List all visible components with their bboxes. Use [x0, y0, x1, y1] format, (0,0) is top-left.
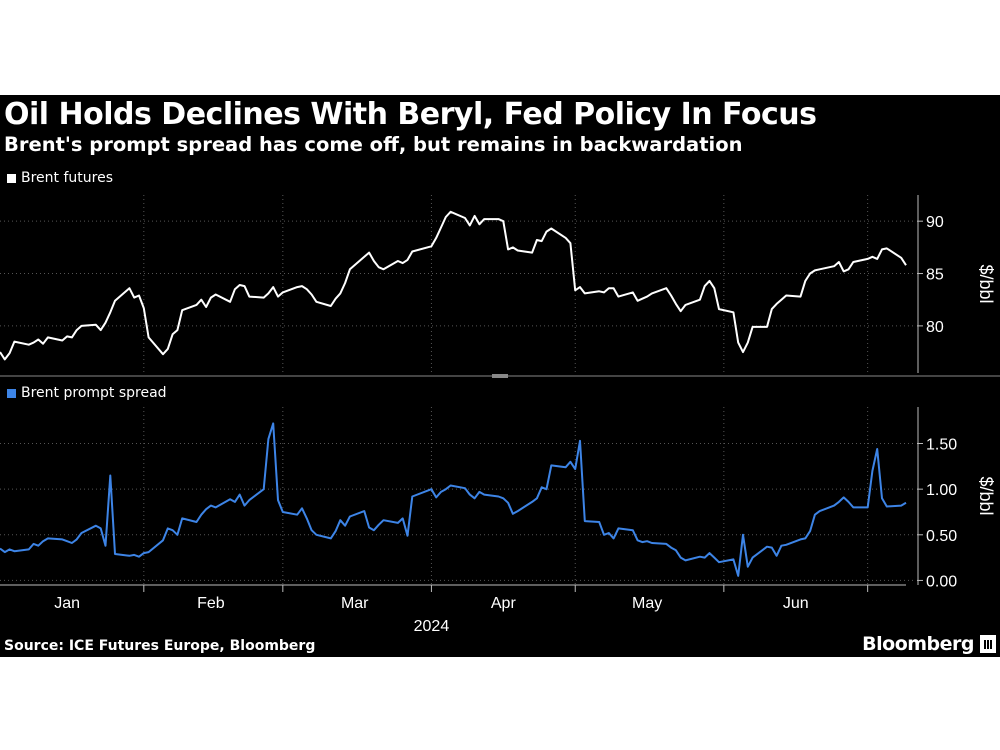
x-tick-label-mar: Mar	[341, 595, 369, 612]
y-tick-label-spread-2: 1.00	[926, 482, 957, 499]
x-tick-label-apr: Apr	[491, 595, 517, 612]
legend-swatch-futures	[7, 173, 16, 183]
bloomberg-terminal-icon	[980, 635, 996, 653]
legend-brent-prompt-spread: Brent prompt spread	[7, 385, 167, 401]
legend-brent-futures: Brent futures	[7, 170, 113, 186]
x-tick-label-jun: Jun	[783, 595, 809, 612]
source-note: Source: ICE Futures Europe, Bloomberg	[4, 638, 316, 654]
x-tick-label-jan: Jan	[54, 595, 80, 612]
y-tick-label-futures-1: 85	[926, 267, 944, 284]
y-tick-label-futures-2: 90	[926, 214, 944, 231]
chart-subtitle: Brent's prompt spread has come off, but …	[4, 133, 743, 156]
bloomberg-logo: Bloomberg	[862, 633, 996, 655]
panel-divider-handle	[492, 374, 508, 378]
chart-title: Oil Holds Declines With Beryl, Fed Polic…	[4, 97, 817, 132]
y-axis-label-spread: $/bbl	[976, 476, 996, 515]
y-tick-label-spread-1: 0.50	[926, 528, 957, 545]
legend-label-spread: Brent prompt spread	[21, 385, 167, 401]
brand-text: Bloomberg	[862, 633, 974, 655]
legend-label-futures: Brent futures	[21, 170, 113, 186]
x-tick-label-feb: Feb	[197, 595, 225, 612]
chart-canvas: 80 85 90 $/bbl 0.00 0.50 1.00 1.50 $/bbl Jan Feb Ma…	[0, 195, 1000, 635]
chart-panel: Oil Holds Declines With Beryl, Fed Polic…	[0, 95, 1000, 657]
series-line-futures	[0, 210, 907, 361]
x-tick-label-may: May	[632, 595, 662, 612]
legend-swatch-spread	[7, 388, 16, 398]
y-tick-label-spread-3: 1.50	[926, 437, 957, 454]
y-tick-label-spread-0: 0.00	[926, 573, 957, 590]
y-axis-label-futures: $/bbl	[976, 264, 996, 303]
series-line-spread	[0, 422, 907, 577]
y-tick-label-futures-0: 80	[926, 319, 944, 336]
x-year-label: 2024	[414, 618, 450, 635]
